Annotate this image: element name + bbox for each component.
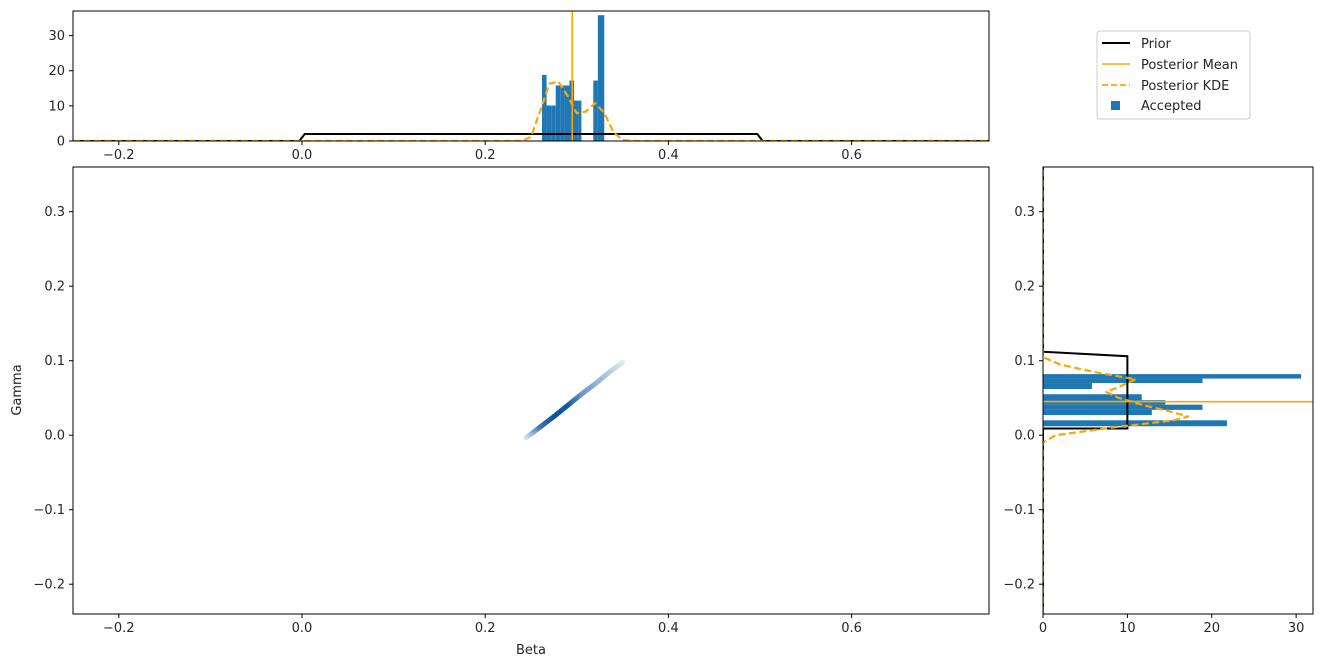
joint-ytick-label-0: −0.2 [33, 578, 65, 593]
y-axis-label: Gamma [10, 364, 25, 415]
gamma-xtick-label-2: 20 [1203, 621, 1220, 636]
joint-ytick-label-1: −0.1 [33, 503, 65, 518]
gamma-marginal-axes: 0 10 20 30 −0.2 −0.1 0.0 0.1 0.2 0.3 [1003, 166, 1314, 636]
gamma-hist-bar-6 [1043, 378, 1203, 384]
beta-hist-bar-1 [546, 105, 552, 141]
gamma-hist-bar-0 [1043, 420, 1227, 427]
joint-axes: −0.2 0.0 0.2 0.4 0.6 −0.2 −0.1 0.0 0.1 0.2 0.3 Bet… [10, 166, 990, 658]
gamma-ytick-label-4: 0.2 [1014, 280, 1035, 295]
beta-marginal-axes: −0.2 0.0 0.2 0.4 0.6 0 10 20 30 [48, 10, 990, 163]
legend-box [1096, 30, 1251, 120]
beta-hist-bar-10 [597, 15, 605, 141]
beta-hist-bar-2 [551, 105, 556, 141]
joint-ytick-label-3: 0.1 [44, 354, 65, 369]
gamma-xtick-label-3: 30 [1288, 621, 1305, 636]
joint-xtick-label-2: 0.2 [475, 621, 496, 636]
gamma-ytick-label-2: 0.0 [1014, 429, 1035, 444]
beta-xtick-label-1: 0.0 [292, 148, 313, 163]
joint-ytick-label-2: 0.0 [44, 429, 65, 444]
gamma-xtick-label-0: 0 [1039, 621, 1047, 636]
beta-xtick-label-4: 0.6 [841, 148, 862, 163]
gamma-posterior-kde-line [1043, 167, 1190, 614]
gamma-ytick-label-5: 0.3 [1014, 205, 1035, 220]
beta-xtick-label-0: −0.2 [103, 148, 135, 163]
beta-hist-bar-7 [574, 100, 579, 141]
joint-ytick-label-5: 0.3 [44, 205, 65, 220]
beta-hist-bar-0 [541, 74, 547, 141]
beta-ytick-label-0: 0 [57, 135, 65, 150]
beta-posterior-kde-line [73, 80, 989, 141]
beta-hist-bar-5 [564, 85, 570, 141]
gamma-ytick-label-3: 0.1 [1014, 354, 1035, 369]
joint-xtick-label-1: 0.0 [292, 621, 313, 636]
beta-hist-bar-4 [560, 85, 565, 141]
beta-ytick-label-3: 30 [48, 29, 65, 44]
legend: Prior Posterior Mean Posterior KDE Accep… [1096, 30, 1251, 120]
joint-xtick-label-3: 0.4 [658, 621, 679, 636]
beta-xtick-label-2: 0.2 [475, 148, 496, 163]
joint-frame [72, 166, 990, 615]
joint-ytick-label-4: 0.2 [44, 280, 65, 295]
legend-accepted-label: Accepted [1141, 99, 1202, 114]
gamma-hist-bar-2 [1043, 404, 1203, 410]
gamma-prior-line [1043, 167, 1129, 614]
joint-density-ridge [523, 359, 626, 440]
beta-ytick-label-2: 20 [48, 64, 65, 79]
gamma-ytick-label-0: −0.2 [1003, 578, 1035, 593]
joint-xtick-label-4: 0.6 [841, 621, 862, 636]
beta-prior-line [73, 132, 989, 141]
beta-hist-bar-8 [578, 100, 582, 141]
beta-hist-bar-9 [593, 80, 598, 141]
x-axis-label: Beta [516, 643, 546, 658]
gamma-marginal-frame [1042, 166, 1314, 615]
legend-prior-label: Prior [1141, 37, 1172, 52]
gamma-hist-bar-1 [1043, 409, 1152, 416]
gamma-ytick-label-1: −0.1 [1003, 503, 1035, 518]
beta-hist-bar-3 [555, 85, 561, 141]
legend-accepted-swatch [1111, 101, 1120, 110]
beta-xtick-label-3: 0.4 [658, 148, 679, 163]
legend-posterior-kde-label: Posterior KDE [1141, 79, 1229, 94]
beta-marginal-frame [72, 10, 990, 142]
legend-posterior-mean-label: Posterior Mean [1141, 58, 1238, 73]
joint-xtick-label-0: −0.2 [103, 621, 135, 636]
gamma-hist-bar-7 [1043, 374, 1302, 379]
gamma-hist-bar-5 [1043, 383, 1092, 390]
beta-ytick-label-1: 10 [48, 99, 65, 114]
gamma-xtick-label-1: 10 [1119, 621, 1136, 636]
gamma-hist-bar-4 [1043, 394, 1142, 401]
